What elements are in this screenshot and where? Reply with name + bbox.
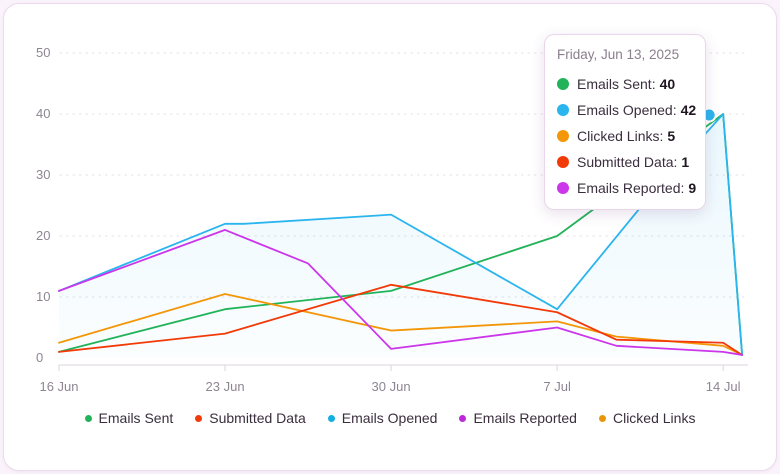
y-tick-label: 30: [36, 167, 50, 182]
x-tick-label: 23 Jun: [206, 379, 245, 394]
tooltip-dot: [557, 130, 569, 142]
legend-dot: [599, 415, 606, 422]
x-tick-label: 14 Jul: [706, 379, 741, 394]
legend-dot: [459, 415, 466, 422]
y-tick-label: 50: [36, 45, 50, 60]
tooltip-value: 1: [681, 154, 689, 170]
chart-tooltip: Friday, Jun 13, 2025 Emails Sent: 40 Ema…: [544, 34, 706, 210]
tooltip-label: Emails Reported:: [577, 180, 684, 196]
legend-item-emails-sent[interactable]: Emails Sent: [85, 410, 174, 426]
tooltip-dot: [557, 78, 569, 90]
tooltip-label: Emails Opened:: [577, 102, 677, 118]
tooltip-row-emails-sent: Emails Sent: 40: [557, 71, 705, 97]
x-tick-label: 7 Jul: [543, 379, 571, 394]
tooltip-label: Submitted Data:: [577, 154, 677, 170]
tooltip-value: 40: [660, 76, 676, 92]
legend-item-emails-reported[interactable]: Emails Reported: [459, 410, 577, 426]
tooltip-label: Emails Sent:: [577, 76, 656, 92]
legend-label: Emails Sent: [99, 410, 174, 426]
x-tick-label: 30 Jun: [372, 379, 411, 394]
tooltip-dot: [557, 156, 569, 168]
tooltip-row-clicked-links: Clicked Links: 5: [557, 123, 705, 149]
tooltip-value: 9: [688, 180, 696, 196]
tooltip-dot: [557, 182, 569, 194]
tooltip-row-submitted-data: Submitted Data: 1: [557, 149, 705, 175]
legend-label: Emails Opened: [342, 410, 438, 426]
tooltip-row-emails-reported: Emails Reported: 9: [557, 175, 705, 201]
legend-label: Submitted Data: [209, 410, 306, 426]
y-tick-label: 40: [36, 106, 50, 121]
legend-label: Clicked Links: [613, 410, 695, 426]
legend-dot: [195, 415, 202, 422]
tooltip-value: 5: [667, 128, 675, 144]
chart-legend: Emails Sent Submitted Data Emails Opened…: [0, 410, 780, 426]
legend-item-submitted-data[interactable]: Submitted Data: [195, 410, 306, 426]
legend-dot: [85, 415, 92, 422]
y-tick-label: 20: [36, 228, 50, 243]
legend-item-emails-opened[interactable]: Emails Opened: [328, 410, 438, 426]
tooltip-dot: [557, 104, 569, 116]
legend-item-clicked-links[interactable]: Clicked Links: [599, 410, 695, 426]
tooltip-date: Friday, Jun 13, 2025: [557, 47, 705, 62]
x-tick-label: 16 Jun: [39, 379, 78, 394]
y-tick-label: 0: [36, 350, 43, 365]
legend-label: Emails Reported: [473, 410, 577, 426]
tooltip-row-emails-opened: Emails Opened: 42: [557, 97, 705, 123]
legend-dot: [328, 415, 335, 422]
tooltip-label: Clicked Links:: [577, 128, 663, 144]
tooltip-value: 42: [681, 102, 697, 118]
y-tick-label: 10: [36, 289, 50, 304]
